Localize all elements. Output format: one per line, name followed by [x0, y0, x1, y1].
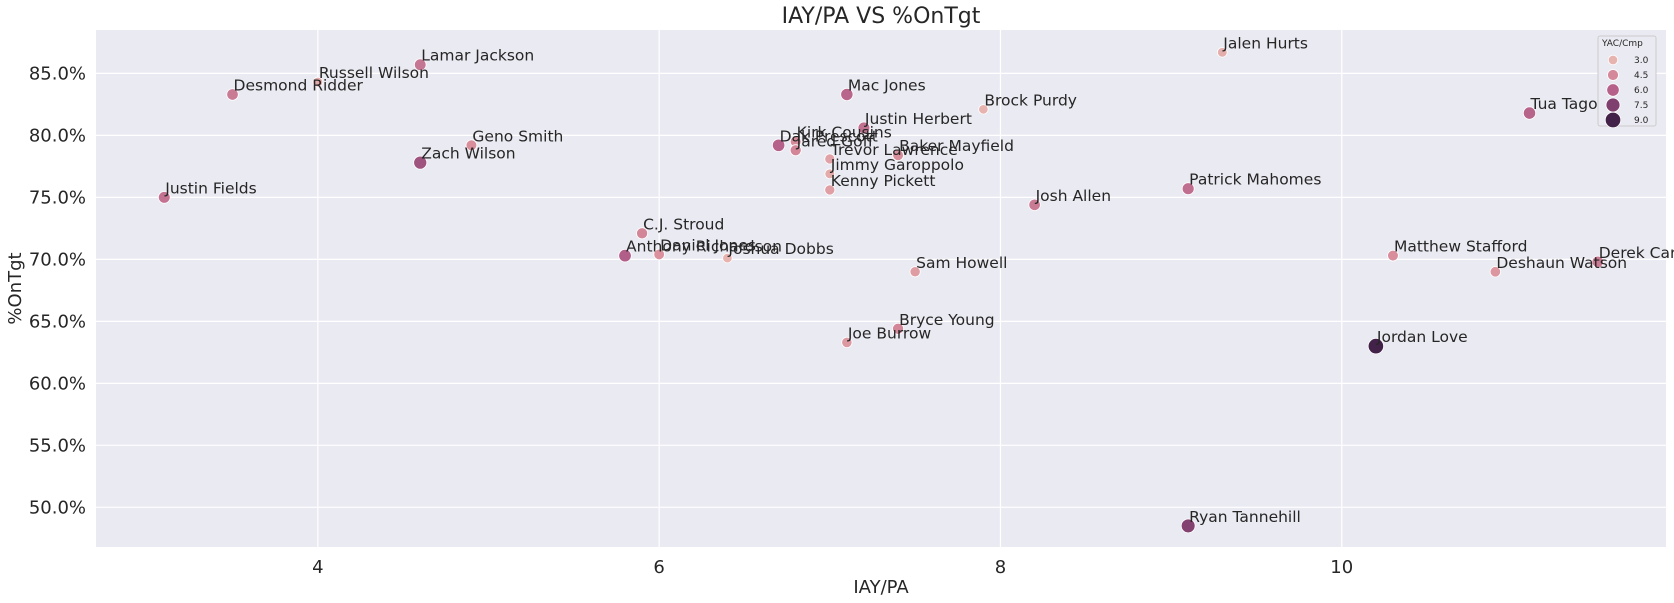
x-tick-label: 8: [995, 557, 1006, 578]
data-point: [1367, 338, 1385, 355]
data-point: [226, 88, 239, 101]
point-label: Derek Carr: [1599, 244, 1674, 262]
data-point: [1028, 198, 1041, 211]
point-label: Joe Burrow: [847, 324, 932, 342]
y-tick-label: 60.0%: [29, 373, 86, 394]
legend-items: 3.0 4.5 6.0 7.5 9.0: [1604, 54, 1649, 129]
x-tick-label: 6: [653, 557, 664, 578]
data-point: [824, 168, 836, 180]
data-point: [789, 144, 802, 157]
y-axis-ticks: 50.0% 55.0% 60.0% 65.0% 70.0% 75.0% 80.0% 85.0%: [29, 63, 86, 518]
data-point: [824, 153, 836, 165]
point-label: Jordan Love: [1376, 328, 1468, 346]
point-label: Ryan Tannehill: [1189, 508, 1301, 526]
data-point: [840, 87, 854, 102]
legend-box: [1597, 35, 1657, 127]
data-point: [824, 184, 836, 196]
data-point: [1181, 182, 1195, 196]
data-point: [636, 227, 649, 240]
data-point: [1217, 47, 1228, 58]
legend: YAC/Cmp 3.0 4.5 6.0 7.5 9.0: [1597, 35, 1657, 129]
point-label: Jimmy Garoppolo: [830, 156, 964, 174]
point-label: C.J. Stroud: [643, 215, 724, 233]
legend-title: YAC/Cmp: [1601, 39, 1643, 49]
point-label: Patrick Mahomes: [1189, 171, 1321, 189]
data-point: [465, 139, 478, 152]
data-points: [157, 47, 1604, 534]
legend-marker: [1605, 97, 1621, 113]
y-tick-label: 55.0%: [29, 435, 86, 456]
point-label: Lamar Jackson: [421, 47, 534, 65]
data-point: [857, 121, 871, 135]
data-point: [157, 191, 171, 204]
point-label: Bryce Young: [899, 311, 995, 329]
y-tick-label: 65.0%: [29, 311, 86, 332]
data-point: [1489, 266, 1501, 278]
plot-area: [96, 30, 1666, 547]
point-label: Baker Mayfield: [899, 137, 1014, 155]
point-label: Justin Herbert: [864, 110, 972, 128]
point-label: Jalen Hurts: [1222, 34, 1308, 52]
x-axis-label: IAY/PA: [853, 577, 909, 598]
point-label: Jared Goff: [796, 132, 874, 150]
data-point: [841, 336, 853, 349]
legend-label: 4.5: [1634, 71, 1648, 81]
data-point: [909, 266, 921, 278]
point-label: Josh Allen: [1035, 187, 1111, 205]
legend-marker: [1604, 111, 1622, 129]
data-point: [653, 248, 665, 261]
data-point: [722, 252, 733, 264]
data-point: [1591, 255, 1604, 268]
point-label: Brock Purdy: [984, 91, 1077, 109]
data-point: [312, 76, 324, 88]
y-tick-label: 80.0%: [29, 125, 86, 146]
x-axis-ticks: 4 6 8 10: [312, 557, 1353, 578]
chart-title: IAY/PA VS %OnTgt: [782, 4, 981, 29]
data-point: [413, 58, 427, 71]
point-label: Deshaun Watson: [1496, 254, 1627, 272]
legend-marker: [1607, 69, 1619, 81]
point-label: Russell Wilson: [319, 64, 429, 82]
point-label: Dak Prescott: [780, 127, 878, 145]
x-tick-label: 10: [1330, 557, 1353, 578]
y-tick-label: 70.0%: [29, 249, 86, 270]
gridlines: [96, 30, 1666, 547]
data-point: [618, 248, 632, 263]
point-label: Kirk Cousins: [797, 124, 892, 142]
data-point: [1180, 518, 1196, 534]
y-tick-label: 50.0%: [29, 497, 86, 518]
y-tick-label: 85.0%: [29, 63, 86, 84]
point-label: Zach Wilson: [421, 145, 515, 163]
legend-label: 6.0: [1634, 86, 1649, 96]
point-label: Sam Howell: [916, 254, 1007, 272]
legend-marker: [1606, 83, 1620, 97]
point-label: Geno Smith: [472, 127, 563, 145]
data-point: [1522, 106, 1537, 120]
point-label: Anthony Richardson: [626, 238, 782, 256]
data-point: [1387, 249, 1399, 262]
point-label: Trevor Lawrence: [830, 141, 958, 159]
point-label: Daniel Jones: [660, 236, 756, 254]
point-label: Joshua Dobbs: [727, 240, 833, 258]
data-point: [892, 149, 904, 162]
x-tick-label: 4: [312, 557, 323, 578]
point-label: Desmond Ridder: [234, 76, 364, 94]
legend-label: 3.0: [1634, 56, 1649, 66]
point-label: Mac Jones: [848, 76, 926, 94]
point-label: Kenny Pickett: [831, 172, 936, 190]
legend-label: 9.0: [1634, 116, 1649, 126]
legend-label: 7.5: [1634, 101, 1648, 111]
data-point: [978, 104, 989, 115]
point-label: Matthew Stafford: [1394, 238, 1528, 256]
data-point: [771, 138, 786, 152]
y-axis-label: %OnTgt: [5, 252, 26, 324]
point-label: Justin Fields: [164, 179, 256, 197]
legend-marker: [1607, 54, 1619, 66]
data-point: [413, 155, 428, 170]
y-tick-label: 75.0%: [29, 187, 86, 208]
data-point: [892, 322, 905, 335]
